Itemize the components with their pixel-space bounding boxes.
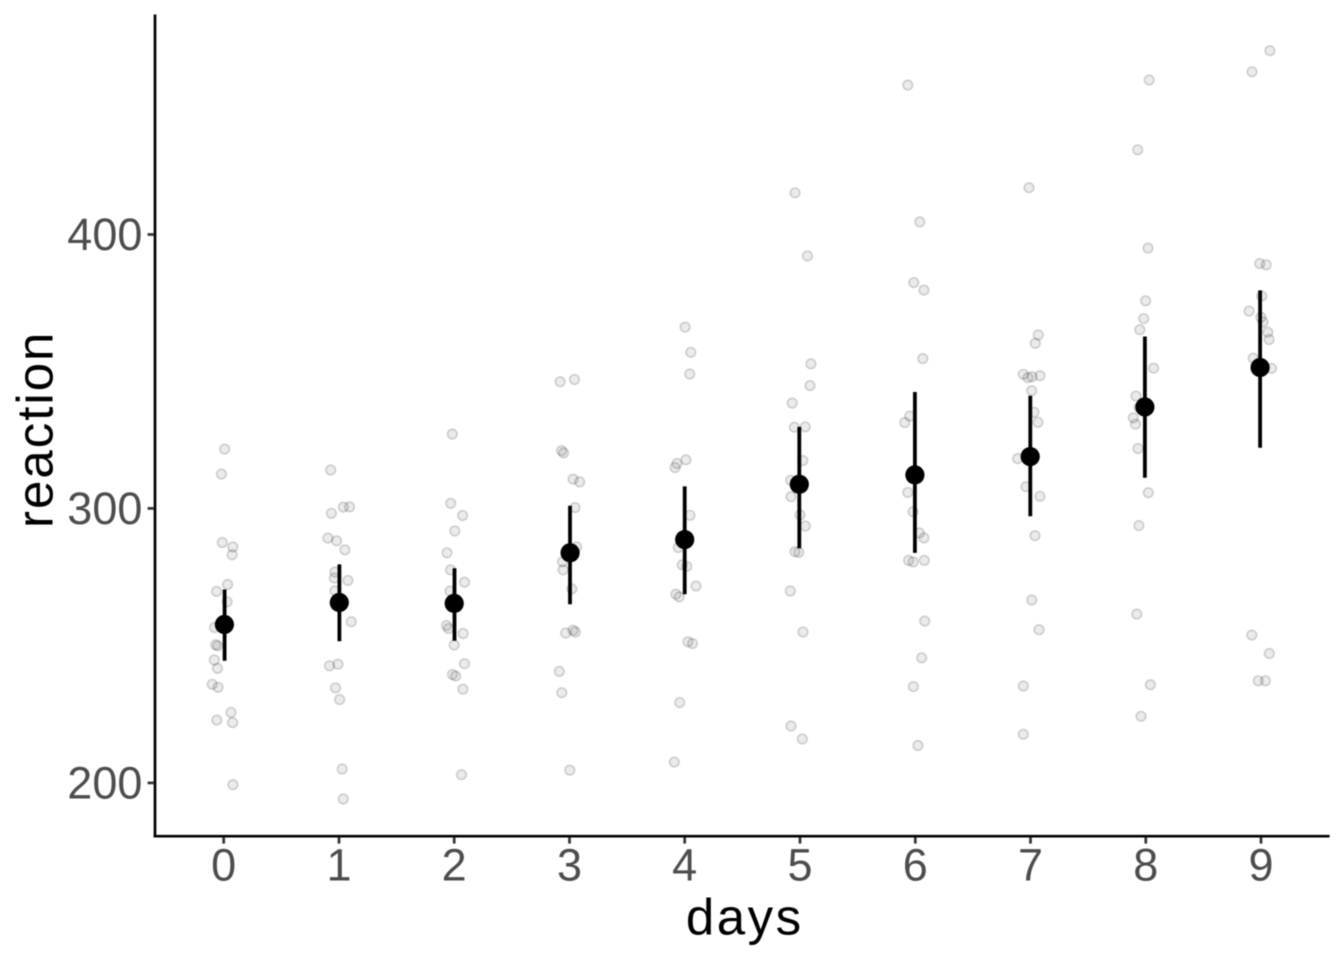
svg-text:8: 8: [1133, 840, 1158, 891]
svg-text:9: 9: [1248, 840, 1273, 891]
svg-text:0: 0: [211, 840, 236, 891]
svg-text:6: 6: [903, 840, 928, 891]
svg-text:400: 400: [67, 209, 142, 260]
svg-text:4: 4: [672, 840, 697, 891]
svg-text:3: 3: [557, 840, 582, 891]
svg-text:7: 7: [1018, 840, 1043, 891]
svg-text:2: 2: [442, 840, 467, 891]
svg-text:200: 200: [67, 758, 142, 809]
svg-text:reaction: reaction: [7, 331, 64, 528]
svg-text:300: 300: [67, 483, 142, 534]
svg-text:1: 1: [326, 840, 351, 891]
svg-text:days: days: [686, 889, 804, 946]
svg-text:5: 5: [787, 840, 812, 891]
